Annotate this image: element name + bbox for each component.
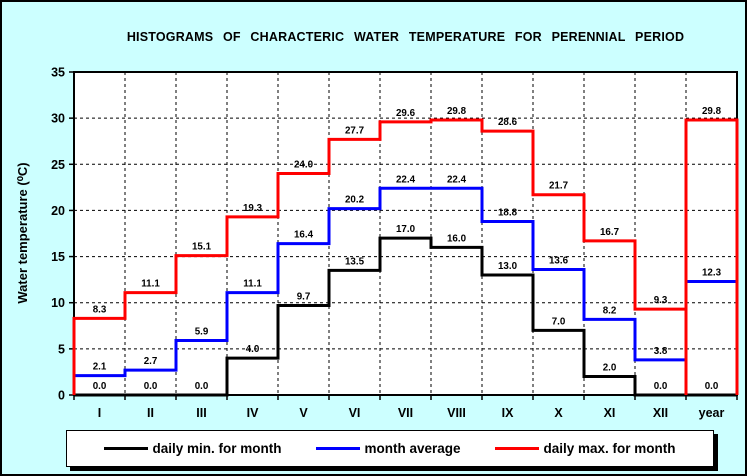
x-category-label: X: [554, 406, 563, 420]
data-label-month-average: 13.6: [549, 255, 569, 266]
data-label-daily-max: 29.8: [447, 106, 467, 117]
x-category-label: VII: [398, 406, 413, 420]
data-label-daily-max: 21.7: [549, 181, 569, 192]
x-category-label: III: [196, 406, 206, 420]
chart-title: HISTOGRAMS OF CHARACTERIC WATER TEMPERAT…: [126, 30, 685, 44]
x-category-label: XI: [604, 406, 616, 420]
data-label-month-average: 5.9: [195, 327, 209, 338]
y-tick-label: 15: [51, 250, 65, 264]
series-line-daily-min: [74, 236, 737, 397]
data-label-daily-max: 29.8: [702, 106, 722, 117]
data-label-month-average: 8.2: [603, 305, 617, 316]
data-label-month-average: 18.8: [498, 208, 518, 219]
legend-label-month-average: month average: [364, 441, 461, 456]
x-category-label: VIII: [447, 406, 466, 420]
x-category-label: XII: [653, 406, 668, 420]
data-label-daily-min: 0.0: [144, 381, 158, 392]
y-tick-label: 20: [51, 204, 65, 218]
data-label-daily-min: 13.5: [345, 256, 365, 267]
legend-item-daily-min: daily min. for month: [104, 441, 282, 456]
x-category-label: I: [98, 406, 101, 420]
data-label-daily-min: 0.0: [705, 381, 719, 392]
y-tick-label: 35: [51, 66, 65, 80]
data-label-month-average: 16.4: [294, 230, 314, 241]
y-tick-label: 25: [51, 158, 65, 172]
y-tick-label: 5: [58, 342, 65, 356]
data-label-daily-min: 17.0: [396, 224, 416, 235]
legend: daily min. for month month average daily…: [66, 430, 714, 467]
data-label-month-average: 2.1: [93, 362, 107, 373]
data-label-daily-min: 4.0: [246, 344, 260, 355]
x-category-label: VI: [349, 406, 361, 420]
data-label-daily-min: 0.0: [654, 381, 668, 392]
data-label-month-average: 2.7: [144, 356, 158, 367]
data-label-daily-min: 0.0: [195, 381, 209, 392]
data-label-daily-min: 16.0: [447, 233, 467, 244]
x-category-label: II: [147, 406, 154, 420]
x-category-label: V: [299, 406, 308, 420]
series-line-month-average: [72, 186, 739, 395]
legend-line-month-average: [316, 447, 361, 450]
data-label-daily-max: 24.0: [294, 160, 314, 171]
legend-label-daily-min: daily min. for month: [152, 441, 282, 456]
data-label-daily-max: 15.1: [192, 242, 212, 253]
data-label-daily-min: 13.0: [498, 261, 518, 272]
data-label-month-average: 22.4: [447, 174, 467, 185]
legend-line-daily-max: [495, 447, 540, 450]
data-label-daily-min: 9.7: [297, 291, 311, 302]
legend-line-daily-min: [104, 447, 149, 450]
data-label-month-average: 11.1: [243, 279, 262, 290]
data-label-daily-max: 27.7: [345, 125, 365, 136]
y-tick-label: 30: [51, 112, 65, 126]
legend-item-month-average: month average: [316, 441, 461, 456]
x-category-label: IV: [247, 406, 259, 420]
data-label-daily-max: 8.3: [93, 304, 107, 315]
data-label-daily-max: 11.1: [141, 279, 160, 290]
data-label-daily-max: 28.6: [498, 117, 518, 128]
x-category-label: IX: [502, 406, 514, 420]
x-category-label: year: [699, 406, 725, 420]
data-label-daily-min: 0.0: [93, 381, 107, 392]
y-tick-label: 0: [58, 389, 65, 403]
series-line-daily-max: [72, 118, 739, 395]
legend-item-daily-max: daily max. for month: [495, 441, 676, 456]
data-label-daily-max: 19.3: [243, 203, 263, 214]
data-label-daily-max: 16.7: [600, 227, 620, 238]
data-label-daily-max: 9.3: [654, 295, 668, 306]
data-label-month-average: 3.8: [654, 346, 668, 357]
data-label-month-average: 22.4: [396, 174, 416, 185]
y-tick-label: 10: [51, 296, 65, 310]
data-label-daily-min: 2.0: [603, 363, 617, 374]
data-label-daily-max: 29.6: [396, 108, 416, 119]
data-label-month-average: 20.2: [345, 195, 365, 206]
data-label-daily-min: 7.0: [552, 316, 566, 327]
legend-label-daily-max: daily max. for month: [543, 441, 676, 456]
data-label-month-average: 12.3: [702, 267, 722, 278]
